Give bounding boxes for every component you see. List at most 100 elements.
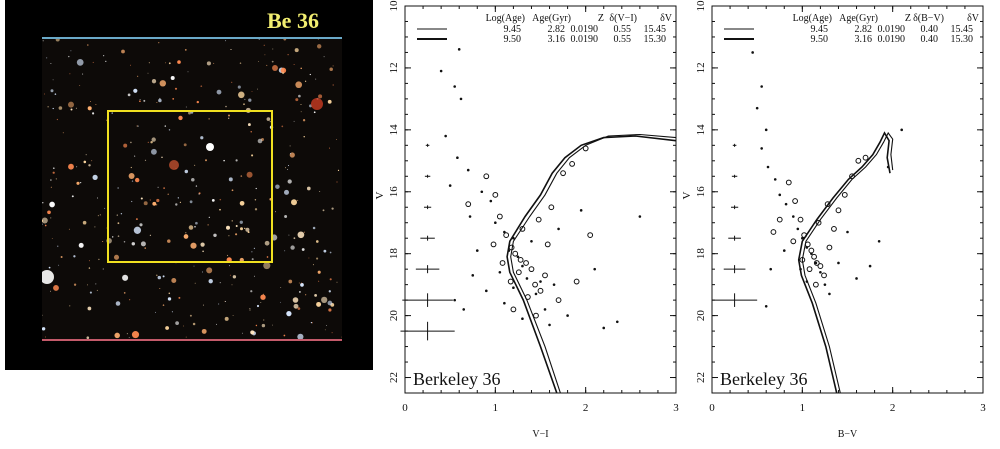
star-dot [82, 220, 87, 225]
star-dot [75, 107, 77, 109]
star-dot [213, 62, 215, 64]
star-dot [195, 221, 198, 225]
star-dot [156, 274, 158, 277]
star-dot [257, 88, 258, 90]
star-point-circle [499, 260, 506, 266]
star-point-dot [579, 209, 583, 212]
star-dot [306, 186, 311, 191]
star-dot [329, 67, 333, 71]
star-dot [150, 148, 157, 155]
star-point-dot [846, 230, 849, 234]
star-dot [175, 321, 179, 325]
star-dot [253, 247, 255, 249]
star-point-circle [862, 154, 869, 161]
star-point-dot [751, 51, 754, 54]
star-dot [225, 40, 227, 42]
star-point-dot [512, 286, 515, 290]
star-dot [228, 265, 230, 267]
legend-cell: 0.0190 [878, 34, 906, 45]
star-dot [82, 73, 84, 75]
star-dot [87, 106, 92, 111]
star-dot [208, 279, 213, 284]
star-dot [76, 166, 78, 168]
star-dot [216, 323, 217, 325]
star-dot [188, 111, 191, 115]
star-dot [143, 201, 148, 206]
x-tick-label: 2 [583, 402, 589, 414]
x-axis-label: B−V [838, 429, 858, 440]
star-dot [329, 147, 331, 149]
star-point-circle [507, 278, 514, 285]
star-point-circle [815, 219, 822, 226]
star-dot [131, 180, 134, 182]
star-point-circle [821, 272, 827, 279]
star-dot [185, 106, 187, 108]
star-dot [151, 137, 156, 142]
star-dot [152, 201, 157, 206]
star-dot [185, 232, 187, 234]
star-dot [272, 324, 273, 326]
star-dot [200, 85, 203, 88]
star-point-dot [543, 308, 547, 311]
star-dot [175, 203, 178, 206]
star-dot [315, 240, 319, 243]
star-dot [251, 258, 254, 261]
star-point-circle [560, 170, 566, 177]
star-point-circle [548, 204, 555, 211]
star-dot [123, 240, 126, 243]
star-dot [70, 108, 73, 111]
star-dot [95, 104, 97, 106]
star-dot [127, 93, 131, 97]
star-dot [231, 189, 234, 192]
star-dot [159, 80, 167, 87]
legend-cell: 0.55 [614, 24, 632, 35]
star-point-dot [769, 267, 773, 271]
y-tick-label: 22 [388, 372, 400, 383]
star-dot [302, 119, 306, 122]
star-point-dot [900, 128, 903, 132]
star-point-dot [764, 128, 768, 132]
star-dot [297, 333, 304, 339]
red-star-glow [169, 160, 179, 170]
legend-cell: 15.30 [644, 34, 667, 45]
legend-header-cell: δV [660, 13, 673, 24]
star-dot [295, 81, 303, 89]
star-dot [50, 89, 54, 93]
star-point-dot [552, 283, 556, 286]
star-dot [213, 233, 217, 238]
star-point-dot [755, 106, 759, 110]
y-tick-label: 20 [388, 310, 400, 322]
star-dot [295, 306, 297, 308]
star-point-dot [534, 292, 538, 296]
star-point-dot [521, 317, 524, 320]
star-dot [231, 220, 233, 222]
star-dot [301, 282, 303, 284]
star-dot [102, 268, 104, 270]
star-dot [189, 200, 193, 204]
cluster-image-title: Be 36 [267, 8, 319, 33]
star-dot [223, 159, 225, 162]
star-dot [272, 48, 274, 50]
star-dot [48, 266, 51, 269]
star-dot [314, 294, 317, 297]
star-dot [99, 214, 101, 216]
star-point-dot [494, 221, 497, 225]
legend-header-cell: δV [967, 13, 980, 24]
star-dot [244, 227, 246, 229]
y-tick-label: 14 [695, 124, 707, 136]
star-point-circle [831, 226, 837, 232]
legend-cell: 0.40 [921, 34, 939, 45]
legend-cell: 0.0190 [571, 34, 599, 45]
star-dot [184, 169, 189, 174]
star-dot [228, 177, 233, 182]
star-point-dot [444, 134, 447, 138]
star-dot [183, 234, 189, 239]
star-dot [263, 44, 265, 46]
star-point-circle [824, 201, 831, 208]
star-point-circle [535, 216, 542, 223]
star-point-dot [782, 249, 786, 252]
star-dot [289, 145, 291, 147]
star-dot [286, 311, 288, 313]
star-dot [328, 290, 331, 293]
star-dot [226, 254, 229, 257]
